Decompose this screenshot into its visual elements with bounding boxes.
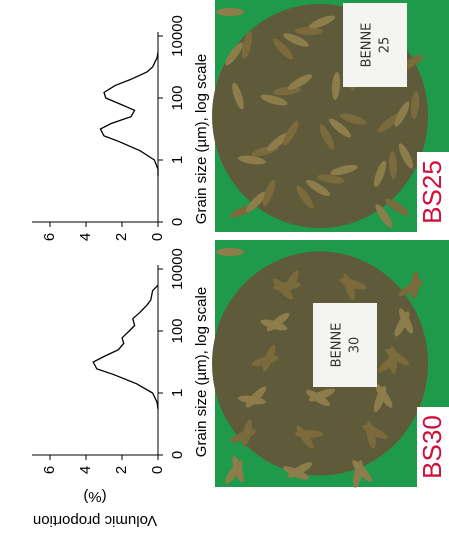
panel-label: BS25 — [417, 160, 447, 224]
data-line — [93, 285, 158, 409]
photo-note-paper — [313, 303, 377, 387]
y-tick-label: 2 — [113, 233, 130, 241]
sample-piece — [216, 248, 244, 256]
y-tick-label: 6 — [41, 233, 58, 241]
x-tick-label: 0 — [169, 218, 186, 226]
y-axis-label: (%) — [83, 488, 106, 505]
x-tick-label: 10000 — [169, 248, 186, 290]
photo-note-text: 25 — [378, 37, 393, 54]
x-axis-label: Grain size (µm), log scale — [193, 287, 210, 457]
photo-note-text: BENNE — [330, 323, 345, 368]
y-tick-label: 0 — [149, 466, 166, 474]
photo-note-text: 30 — [348, 337, 363, 354]
y-tick-label: 4 — [77, 233, 94, 241]
y-tick-label: 0 — [149, 233, 166, 241]
photo-note-paper — [343, 3, 407, 87]
photo-note-text: BENNE — [360, 23, 375, 68]
y-tick-label: 4 — [77, 466, 94, 474]
x-tick-label: 100 — [169, 85, 186, 110]
data-line — [100, 52, 158, 176]
x-tick-label: 1 — [169, 389, 186, 397]
x-tick-label: 0 — [169, 451, 186, 459]
y-tick-label: 2 — [113, 466, 130, 474]
panel-label: BS30 — [417, 415, 447, 479]
x-tick-label: 1 — [169, 156, 186, 164]
y-axis-label: Volumic proportion — [33, 512, 157, 529]
x-tick-label: 100 — [169, 318, 186, 343]
x-tick-label: 10000 — [169, 15, 186, 57]
x-axis-label: Grain size (µm), log scale — [193, 54, 210, 224]
figure: 01100100000246Grain size (µm), log scale… — [0, 0, 449, 541]
y-tick-label: 6 — [41, 466, 58, 474]
sample-piece — [216, 8, 244, 16]
